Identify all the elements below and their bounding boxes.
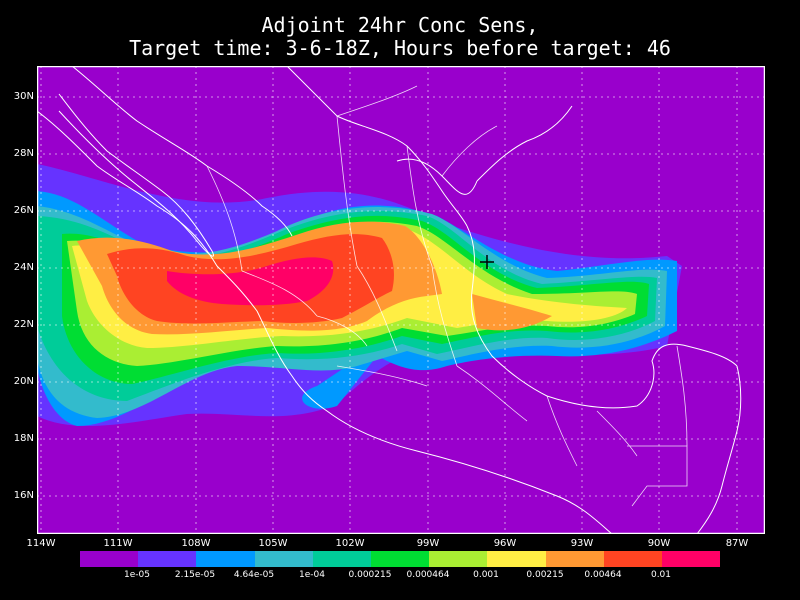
plot-title-line-1: Adjoint 24hr Conc Sens, xyxy=(261,13,539,37)
contour-level-8b xyxy=(472,294,552,331)
border-chiapas xyxy=(546,395,578,467)
colorbar xyxy=(80,551,721,567)
lat-label-24n: 24N xyxy=(13,262,34,273)
colorbar-label: 0.000215 xyxy=(348,570,392,580)
border-chihuahua-coahuila xyxy=(336,115,358,267)
colorbar-label: 2.15e-05 xyxy=(174,570,216,580)
colorbar-segment xyxy=(487,551,546,567)
lon-label-105w: 105W xyxy=(258,538,288,549)
border-texas-2 xyxy=(441,125,498,177)
colorbar-label: 0.001 xyxy=(473,570,499,580)
border-sonora-chihuahua xyxy=(206,165,243,272)
yucatan-east-coast xyxy=(696,365,742,534)
coastlines xyxy=(37,66,742,534)
border-central-states-2 xyxy=(431,265,458,367)
colorbar-label: 1e-04 xyxy=(299,570,325,580)
colorbar-label: 0.00215 xyxy=(526,570,564,580)
lat-label-26n: 26N xyxy=(13,205,34,216)
pacific-coast xyxy=(37,110,613,534)
border-central-states-3 xyxy=(336,365,428,387)
colorbar-segment xyxy=(661,551,721,567)
border-coahuila-nuevo-leon xyxy=(406,145,433,267)
colorbar-segment xyxy=(80,551,139,567)
contour-level-10 xyxy=(167,257,334,306)
lon-label-96w: 96W xyxy=(493,538,517,549)
lon-label-102w: 102W xyxy=(335,538,365,549)
border-oaxaca-veracruz xyxy=(456,365,528,422)
plot-title-line-2: Target time: 3-6-18Z, Hours before targe… xyxy=(129,36,671,60)
border-texas-1 xyxy=(336,85,418,117)
target-marker xyxy=(480,255,494,269)
lon-label-99w: 99W xyxy=(416,538,440,549)
lon-label-111w: 111W xyxy=(103,538,133,549)
colorbar-segment xyxy=(603,551,662,567)
colorbar-segment xyxy=(312,551,371,567)
state-borders xyxy=(206,85,688,507)
lat-label-22n: 22N xyxy=(13,319,34,330)
colorbar-segment xyxy=(429,551,488,567)
border-yucatan-states xyxy=(676,345,688,447)
colorbar-label: 1e-05 xyxy=(124,570,150,580)
gulf-coast-texas xyxy=(476,105,573,182)
lon-label-108w: 108W xyxy=(181,538,211,549)
colorbar-label: 0.000464 xyxy=(406,570,450,580)
gulf-of-california-coast xyxy=(71,66,293,237)
us-mexico-border xyxy=(286,66,468,227)
colorbar-segment xyxy=(196,551,255,567)
colorbar-segment xyxy=(545,551,604,567)
border-sinaloa-durango xyxy=(241,270,318,317)
sensitivity-map xyxy=(37,66,765,534)
colorbar-label: 0.00464 xyxy=(584,570,622,580)
map-frame xyxy=(37,66,765,534)
lon-label-87w: 87W xyxy=(725,538,749,549)
border-guatemala xyxy=(627,445,688,507)
lon-label-114w: 114W xyxy=(26,538,56,549)
colorbar-segment xyxy=(138,551,197,567)
lat-label-30n: 30N xyxy=(13,91,34,102)
lat-label-18n: 18N xyxy=(13,433,34,444)
colorbar-label: 4.64e-05 xyxy=(233,570,275,580)
rio-grande-texas xyxy=(396,158,478,195)
border-tabasco-campeche xyxy=(596,410,638,457)
border-durango-zacatecas xyxy=(316,315,368,347)
lat-label-28n: 28N xyxy=(13,148,34,159)
border-central-states-1 xyxy=(356,265,398,352)
colorbar-segment xyxy=(370,551,430,567)
baja-california xyxy=(58,93,214,257)
lon-label-90w: 90W xyxy=(647,538,671,549)
colorbar-label: 0.01 xyxy=(650,570,672,580)
colorbar-segment xyxy=(254,551,313,567)
lat-label-16n: 16N xyxy=(13,490,34,501)
sensitivity-contours xyxy=(37,164,682,427)
lon-label-93w: 93W xyxy=(570,538,594,549)
lat-label-20n: 20N xyxy=(13,376,34,387)
gulf-coast-mexico xyxy=(466,225,738,409)
graticule xyxy=(37,66,765,534)
